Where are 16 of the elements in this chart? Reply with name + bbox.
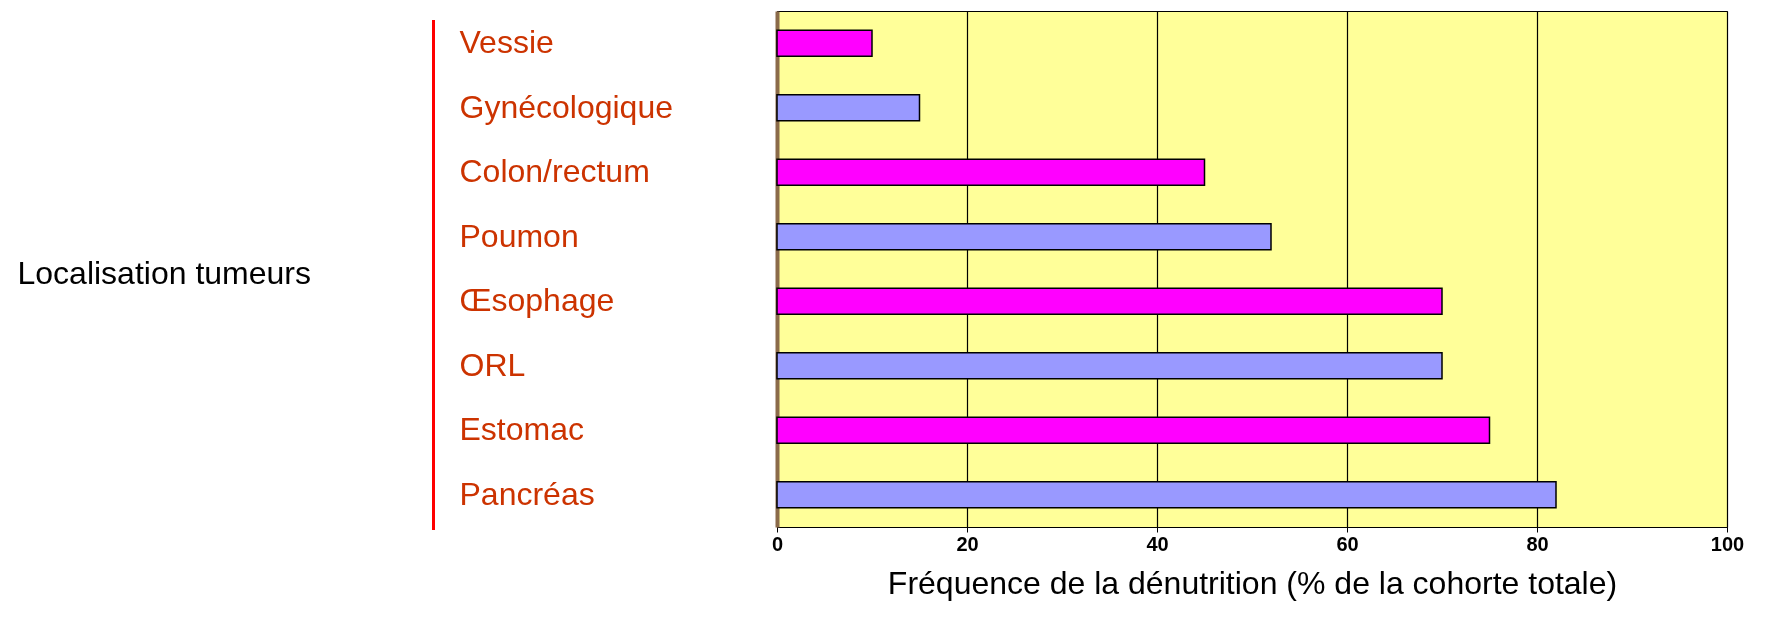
y-tick-label: Poumon (459, 217, 579, 254)
y-tick-label: ORL (459, 346, 526, 383)
x-axis-title: Fréquence de la dénutrition (% de la cohorte totale) (887, 564, 1618, 601)
y-axis-title: Localisation tumeurs (17, 254, 311, 291)
x-tick-label: 60 (1336, 532, 1359, 555)
y-tick-label: Vessie (459, 24, 554, 61)
y-tick-label: Pancréas (459, 475, 595, 512)
x-tick-label: 0 (771, 532, 784, 555)
y-tick-label: Estomac (459, 411, 584, 448)
y-tick-label: Œsophage (459, 282, 615, 319)
x-tick-label: 20 (956, 532, 979, 555)
x-tick-label: 40 (1146, 532, 1169, 555)
x-tick-label: 80 (1526, 532, 1549, 555)
y-tick-label: Colon/rectum (459, 153, 650, 190)
y-tick-label: Gynécologique (459, 88, 673, 125)
x-tick-label: 100 (1710, 532, 1745, 555)
